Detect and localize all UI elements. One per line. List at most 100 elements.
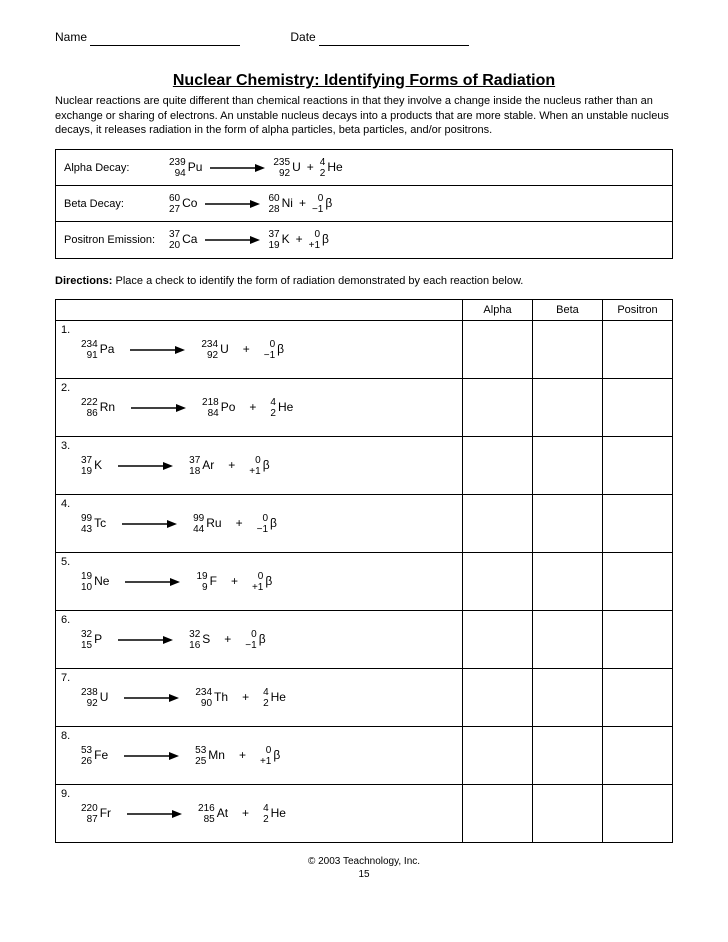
nuclide-numbers: 6027 bbox=[169, 193, 180, 215]
atomic-number: 20 bbox=[169, 240, 180, 251]
atomic-number: 92 bbox=[207, 350, 218, 361]
nuclide-numbers: 42 bbox=[263, 687, 269, 709]
nuclide-numbers: 23592 bbox=[273, 157, 290, 179]
mass-number: 0 bbox=[262, 513, 268, 524]
reactant-nuclide: 22286Rn bbox=[81, 397, 115, 419]
nuclide-numbers: 42 bbox=[320, 157, 326, 179]
check-cell-positron[interactable] bbox=[603, 726, 673, 784]
check-cell-alpha[interactable] bbox=[463, 494, 533, 552]
example-row: Beta Decay:6027Co6028Ni+0−1β bbox=[56, 186, 672, 222]
arrow-icon bbox=[205, 199, 260, 209]
plus-sign: + bbox=[307, 160, 314, 176]
reaction-content: 3719K3718Ar+0+1β bbox=[61, 455, 457, 477]
atomic-number: 2 bbox=[270, 408, 276, 419]
nuclide-numbers: 0+1 bbox=[252, 571, 263, 593]
check-cell-alpha[interactable] bbox=[463, 436, 533, 494]
check-cell-beta[interactable] bbox=[533, 378, 603, 436]
directions: Directions: Place a check to identify th… bbox=[55, 274, 673, 288]
element-symbol: He bbox=[278, 400, 293, 416]
reaction-content: 23892U23490Th+42He bbox=[61, 687, 457, 709]
element-symbol: Ni bbox=[282, 196, 293, 212]
mass-number: 0 bbox=[314, 229, 320, 240]
particle-nuclide: 42He bbox=[263, 687, 286, 709]
mass-number: 234 bbox=[195, 687, 212, 698]
element-symbol: β bbox=[273, 748, 280, 764]
element-symbol: β bbox=[270, 516, 277, 532]
check-cell-beta[interactable] bbox=[533, 320, 603, 378]
nuclide-numbers: 0−1 bbox=[257, 513, 268, 535]
element-symbol: F bbox=[210, 574, 217, 590]
atomic-number: 86 bbox=[87, 408, 98, 419]
mass-number: 99 bbox=[193, 513, 204, 524]
name-label: Name bbox=[55, 30, 87, 44]
example-row: Positron Emission:3720Ca3719K+0+1β bbox=[56, 222, 672, 258]
header-blank bbox=[56, 299, 463, 320]
check-cell-alpha[interactable] bbox=[463, 552, 533, 610]
product-nuclide: 3719K bbox=[268, 229, 289, 251]
element-symbol: At bbox=[217, 806, 228, 822]
atomic-number: +1 bbox=[249, 466, 260, 477]
check-cell-positron[interactable] bbox=[603, 436, 673, 494]
check-cell-positron[interactable] bbox=[603, 668, 673, 726]
check-cell-alpha[interactable] bbox=[463, 320, 533, 378]
check-cell-alpha[interactable] bbox=[463, 726, 533, 784]
element-symbol: K bbox=[94, 458, 102, 474]
worksheet-page: Name Date Nuclear Chemistry: Identifying… bbox=[0, 0, 728, 901]
nuclide-numbers: 0+1 bbox=[249, 455, 260, 477]
header-row: Name Date bbox=[55, 30, 673, 46]
element-symbol: He bbox=[327, 160, 342, 176]
atomic-number: +1 bbox=[260, 756, 271, 767]
particle-nuclide: 42He bbox=[263, 803, 286, 825]
reaction-cell: 3.3719K3718Ar+0+1β bbox=[56, 436, 463, 494]
atomic-number: 2 bbox=[320, 168, 326, 179]
arrow-icon bbox=[205, 235, 260, 245]
element-symbol: β bbox=[325, 196, 332, 212]
reaction-content: 9943Tc9944Ru+0−1β bbox=[61, 513, 457, 535]
check-cell-beta[interactable] bbox=[533, 610, 603, 668]
arrow-icon bbox=[130, 345, 185, 355]
footer: © 2003 Teachnology, Inc. 15 bbox=[55, 855, 673, 881]
element-symbol: Ru bbox=[206, 516, 221, 532]
check-cell-beta[interactable] bbox=[533, 668, 603, 726]
check-cell-positron[interactable] bbox=[603, 784, 673, 842]
mass-number: 4 bbox=[263, 687, 269, 698]
plus-sign: + bbox=[242, 806, 249, 822]
row-number: 9. bbox=[61, 787, 457, 801]
name-blank[interactable] bbox=[90, 34, 240, 46]
check-cell-alpha[interactable] bbox=[463, 610, 533, 668]
check-cell-beta[interactable] bbox=[533, 494, 603, 552]
arrow-icon bbox=[118, 461, 173, 471]
nuclide-numbers: 3215 bbox=[81, 629, 92, 651]
arrow-icon bbox=[122, 519, 177, 529]
element-symbol: Th bbox=[214, 690, 228, 706]
check-cell-positron[interactable] bbox=[603, 320, 673, 378]
check-cell-positron[interactable] bbox=[603, 610, 673, 668]
check-cell-alpha[interactable] bbox=[463, 378, 533, 436]
table-body: 1.23491Pa23492U+0−1β2.22286Rn21884Po+42H… bbox=[56, 320, 673, 842]
date-blank[interactable] bbox=[319, 34, 469, 46]
check-cell-alpha[interactable] bbox=[463, 784, 533, 842]
mass-number: 218 bbox=[202, 397, 219, 408]
check-cell-beta[interactable] bbox=[533, 784, 603, 842]
reaction-cell: 5.1910Ne199F+0+1β bbox=[56, 552, 463, 610]
check-cell-beta[interactable] bbox=[533, 552, 603, 610]
reaction-content: 23491Pa23492U+0−1β bbox=[61, 339, 457, 361]
mass-number: 37 bbox=[81, 455, 92, 466]
check-cell-positron[interactable] bbox=[603, 552, 673, 610]
element-symbol: Po bbox=[221, 400, 236, 416]
mass-number: 32 bbox=[189, 629, 200, 640]
check-cell-positron[interactable] bbox=[603, 494, 673, 552]
nuclide-numbers: 23492 bbox=[201, 339, 218, 361]
particle-nuclide: 0−1β bbox=[245, 629, 265, 651]
check-cell-alpha[interactable] bbox=[463, 668, 533, 726]
nuclide-numbers: 1910 bbox=[81, 571, 92, 593]
check-cell-positron[interactable] bbox=[603, 378, 673, 436]
arrow-icon bbox=[124, 751, 179, 761]
check-cell-beta[interactable] bbox=[533, 436, 603, 494]
element-symbol: Fe bbox=[94, 748, 108, 764]
mass-number: 19 bbox=[196, 571, 207, 582]
page-number: 15 bbox=[55, 868, 673, 881]
check-cell-beta[interactable] bbox=[533, 726, 603, 784]
element-symbol: β bbox=[322, 232, 329, 248]
particle-nuclide: 42He bbox=[270, 397, 293, 419]
